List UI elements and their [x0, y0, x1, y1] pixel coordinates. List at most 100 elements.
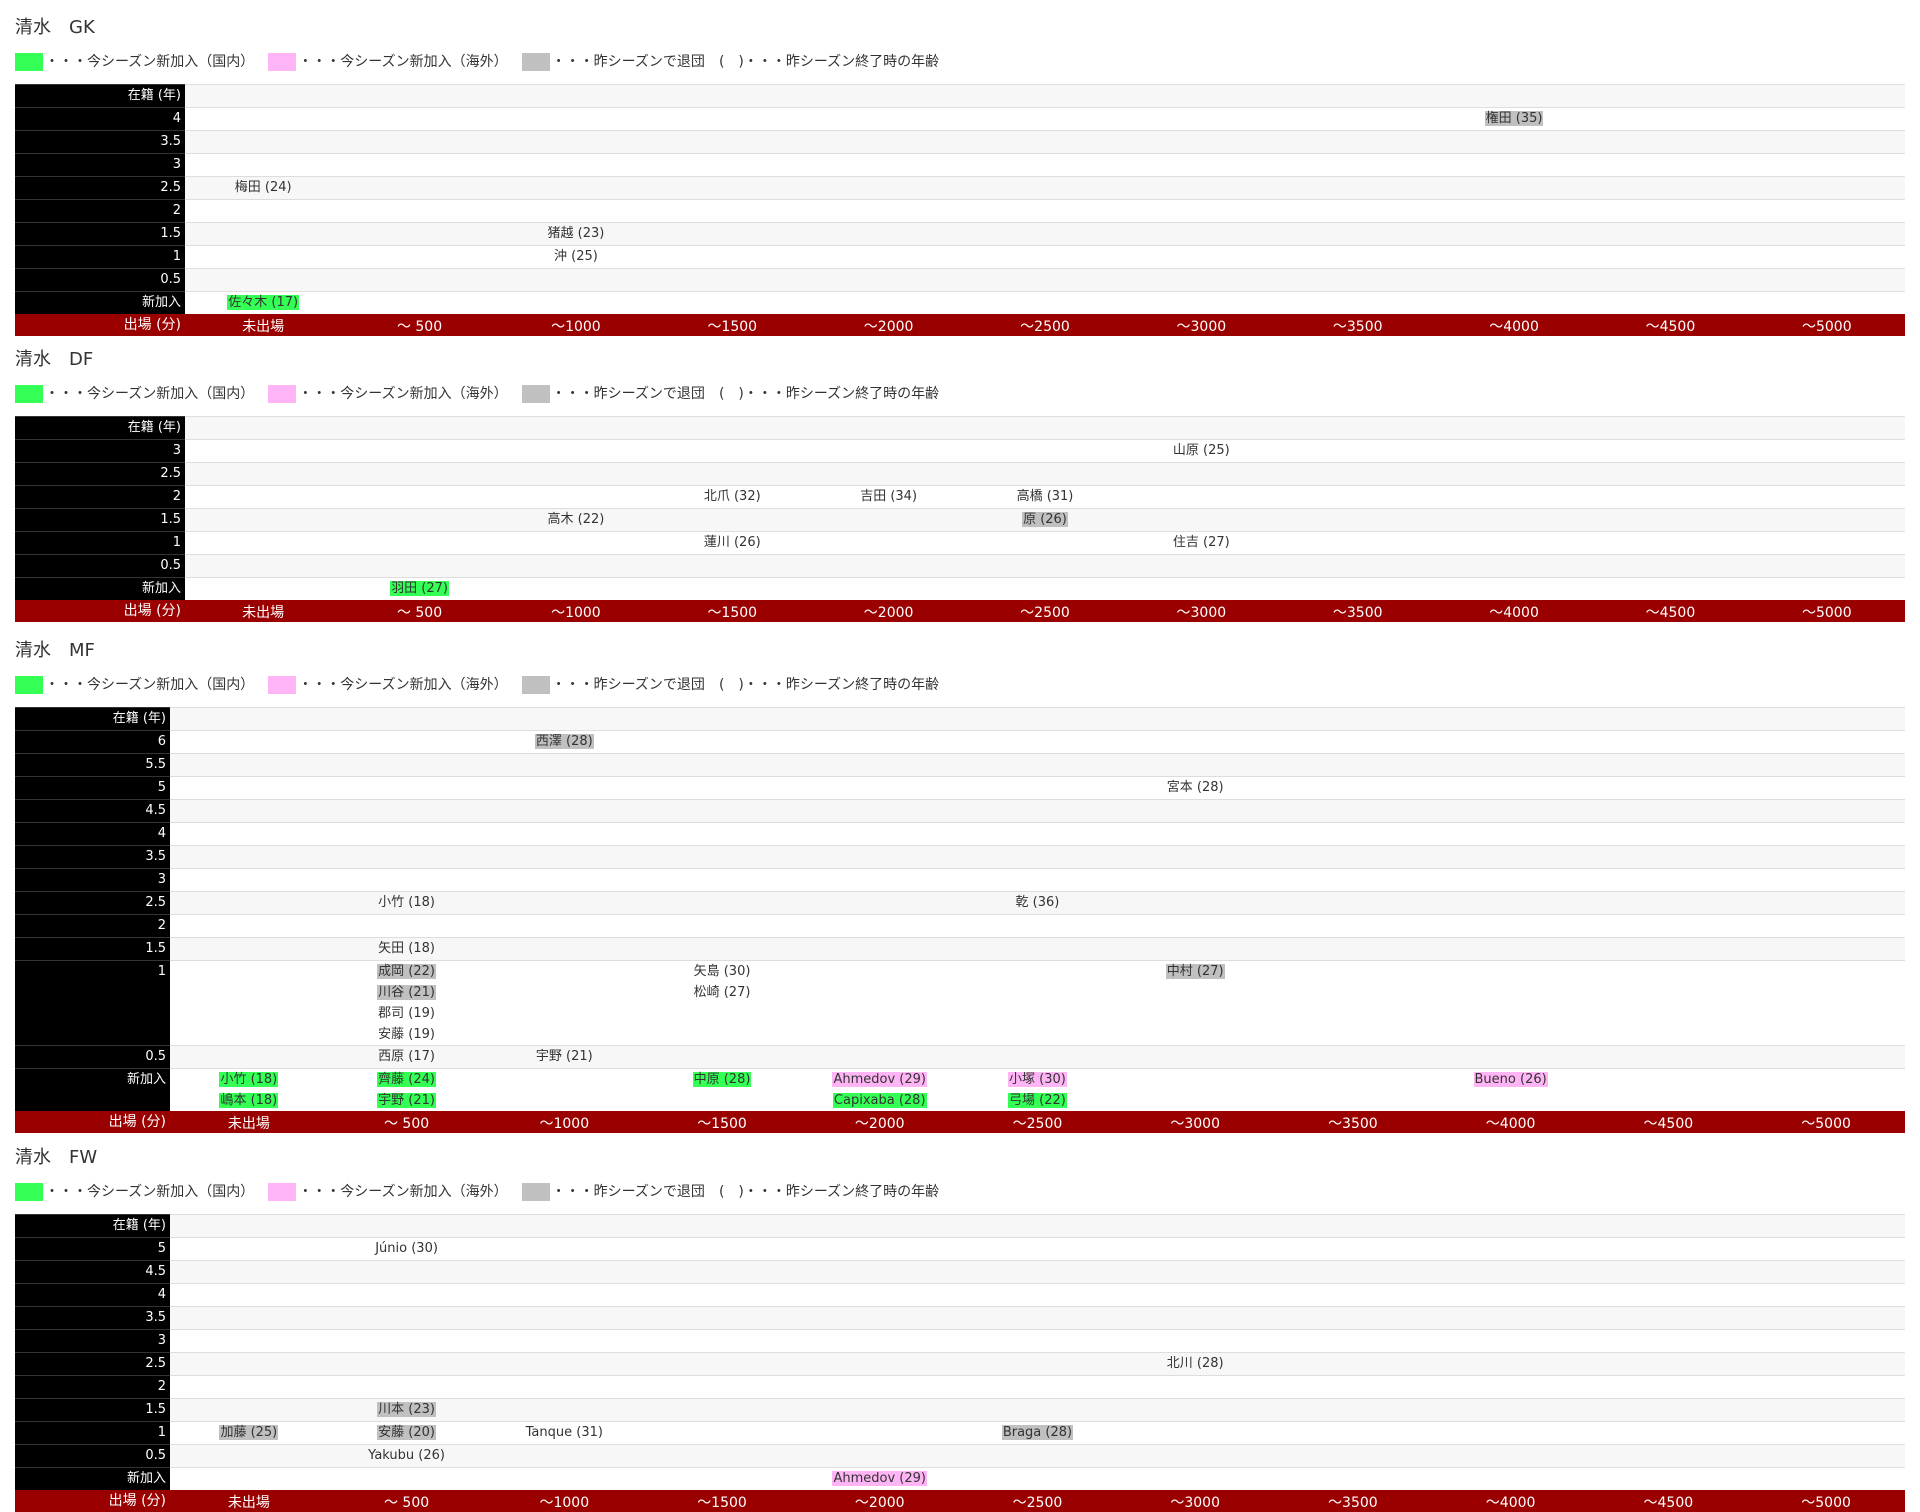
legend-overseas-label: ・・・今シーズン新加入（海外） — [298, 673, 507, 697]
grid-cell — [1747, 938, 1905, 961]
grid-cell — [801, 708, 959, 731]
grid-cell — [643, 1284, 801, 1307]
legend-domestic-label: ・・・今シーズン新加入（国内） — [45, 382, 254, 406]
grid-row: 4.5 — [15, 800, 1905, 823]
grid-cell — [967, 440, 1123, 463]
legend-age-label: ( )・・・昨シーズン終了時の年齢 — [719, 673, 939, 697]
player-name: 嶋本 (18) — [219, 1093, 278, 1108]
grid-cell — [341, 108, 497, 131]
axis-tick: ～4500 — [1589, 1112, 1747, 1134]
player-name: 西原 (17) — [377, 1049, 436, 1064]
player-entry: 沖 (25) — [498, 246, 654, 267]
grid-cell — [1116, 1069, 1274, 1112]
grid-cell — [1749, 292, 1905, 315]
grid-cell: 北爪 (32) — [654, 486, 810, 509]
grid-cell — [959, 1353, 1117, 1376]
grid-cell — [1432, 800, 1590, 823]
grid-cell — [1432, 869, 1590, 892]
player-entry: 弓場 (22) — [959, 1090, 1117, 1111]
tenure-label: 2 — [15, 486, 185, 509]
grid-cell: Tanque (31) — [485, 1422, 643, 1445]
grid-row: 新加入佐々木 (17) — [15, 292, 1905, 315]
player-name: Tanque (31) — [525, 1425, 604, 1440]
grid-cell — [1280, 246, 1436, 269]
player-entry: 成岡 (22) — [328, 961, 486, 982]
grid-cell — [1589, 1445, 1747, 1468]
tenure-label: 5 — [15, 1238, 170, 1261]
grid-cell: 川本 (23) — [328, 1399, 486, 1422]
grid-cell — [1116, 846, 1274, 869]
axis-tick: ～1000 — [498, 315, 654, 337]
grid-cell — [1432, 1422, 1590, 1445]
grid-cell — [959, 869, 1117, 892]
grid-cell — [1592, 555, 1748, 578]
grid-cell — [1280, 292, 1436, 315]
axis-tick: ～2500 — [967, 315, 1123, 337]
grid-cell: 蓮川 (26) — [654, 532, 810, 555]
grid-cell — [341, 440, 497, 463]
grid-cell: 住吉 (27) — [1123, 532, 1279, 555]
axis-tick: ～ 500 — [328, 1491, 486, 1512]
player-name: 権田 (35) — [1485, 111, 1544, 126]
grid-cell — [1747, 1238, 1905, 1261]
grid-cell — [801, 1422, 959, 1445]
player-entry: 宇野 (21) — [328, 1090, 486, 1111]
grid-cell — [328, 1330, 486, 1353]
grid-cell — [810, 509, 966, 532]
grid-cell — [1749, 463, 1905, 486]
header-row: 在籍 (年) — [15, 417, 1905, 440]
grid-cell — [810, 154, 966, 177]
grid-cell — [485, 777, 643, 800]
grid-cell — [1123, 177, 1279, 200]
grid-cell — [1116, 1376, 1274, 1399]
axis-tick: ～ 500 — [341, 601, 497, 623]
grid-cell — [1749, 509, 1905, 532]
grid-cell — [1749, 486, 1905, 509]
minutes-axis: 出場 (分)未出場～ 500～1000～1500～2000～2500～3000～… — [15, 315, 1905, 337]
grid-cell — [643, 823, 801, 846]
player-name: 成岡 (22) — [377, 964, 436, 979]
player-name: 川本 (23) — [377, 1402, 436, 1417]
grid-cell — [485, 1399, 643, 1422]
grid-cell — [967, 246, 1123, 269]
grid-cell — [959, 1307, 1117, 1330]
grid-cell — [801, 938, 959, 961]
grid-cell — [341, 85, 497, 108]
grid-cell — [341, 292, 497, 315]
grid-cell — [801, 1261, 959, 1284]
grid-cell — [1274, 1069, 1432, 1112]
player-entry: 宮本 (28) — [1116, 777, 1274, 798]
grid-cell — [1747, 1307, 1905, 1330]
grid-cell — [654, 578, 810, 601]
grid-cell — [643, 846, 801, 869]
grid-cell — [170, 823, 328, 846]
grid-cell — [485, 961, 643, 1046]
grid-cell — [810, 223, 966, 246]
grid-cell — [1274, 1046, 1432, 1069]
grid-cell — [1116, 1307, 1274, 1330]
grid-cell — [1274, 1261, 1432, 1284]
player-entry: 北川 (28) — [1116, 1353, 1274, 1374]
grid-cell — [328, 1353, 486, 1376]
grid-cell — [170, 1238, 328, 1261]
grid-cell — [485, 1353, 643, 1376]
legend: ・・・今シーズン新加入（国内）・・・今シーズン新加入（海外）・・・昨シーズンで退… — [15, 382, 1905, 406]
grid-cell — [185, 223, 341, 246]
header-row: 在籍 (年) — [15, 708, 1905, 731]
axis-tick: ～4500 — [1589, 1491, 1747, 1512]
grid-cell — [801, 754, 959, 777]
tenure-label: 3.5 — [15, 1307, 170, 1330]
grid-cell: Yakubu (26) — [328, 1445, 486, 1468]
legend-domestic-swatch — [15, 1183, 43, 1201]
grid-cell — [959, 1261, 1117, 1284]
grid-cell — [801, 800, 959, 823]
grid-cell — [1274, 1445, 1432, 1468]
axis-tick: ～4000 — [1436, 601, 1592, 623]
grid-cell — [959, 1445, 1117, 1468]
grid-cell — [341, 486, 497, 509]
grid-cell — [1747, 1353, 1905, 1376]
player-name: 齊藤 (24) — [377, 1072, 436, 1087]
player-entry: 住吉 (27) — [1123, 532, 1279, 553]
grid-cell — [643, 1376, 801, 1399]
grid-cell — [1280, 131, 1436, 154]
